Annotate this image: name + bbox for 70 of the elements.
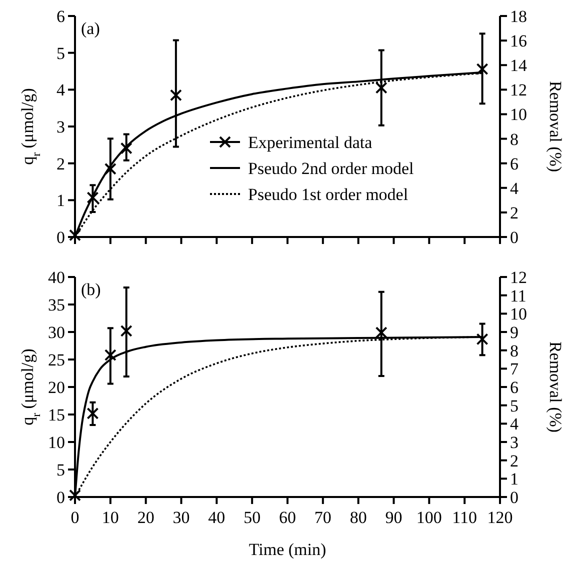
y2-tick-label: 12 (510, 268, 527, 287)
y2-tick-label: 8 (510, 130, 518, 149)
y2-tick-label: 7 (510, 360, 519, 379)
y2-tick-label: 18 (510, 7, 527, 26)
annotation: (a) (81, 19, 100, 38)
x-tick-label: 10 (102, 508, 119, 527)
x-tick-label: 80 (350, 508, 367, 527)
y-tick-label: 2 (56, 154, 65, 174)
y-tick-label: 5 (56, 460, 65, 480)
point (86, 407, 99, 420)
y2-tick-label: 0 (510, 228, 518, 247)
y-tick-label: 40 (48, 268, 65, 287)
point (86, 192, 99, 204)
y2-axis-title: Removal (%) (546, 341, 565, 433)
y2-tick-label: 14 (510, 56, 528, 76)
x-tick-label: 90 (385, 508, 402, 527)
y2-tick-label: 10 (510, 304, 527, 324)
y-tick-label: 0 (56, 488, 65, 507)
y2-tick-label: 4 (510, 178, 519, 198)
x-tick-label: 120 (487, 508, 513, 527)
y-tick-label: 5 (56, 44, 65, 63)
y2-tick-label: 11 (510, 286, 526, 306)
y-tick-label: 4 (56, 80, 66, 100)
x-axis-title: Time (min) (248, 540, 326, 559)
y-tick-label: 6 (56, 7, 65, 26)
y-tick-label: 20 (48, 378, 65, 397)
x-tick-label: 0 (70, 508, 80, 527)
y2-axis-title: Removal (%) (546, 80, 565, 172)
y2-tick-label: 12 (510, 80, 527, 100)
point (120, 142, 132, 154)
x-tick-label: 40 (208, 508, 226, 527)
y-tick-label: 3 (56, 118, 65, 136)
y2-tick-label: 0 (510, 488, 518, 507)
y-tick-label: 25 (48, 350, 65, 370)
x-tick-label: 110 (452, 508, 478, 527)
point (104, 162, 116, 175)
y2-tick-label: 6 (510, 154, 518, 174)
x-tick-label: 70 (314, 508, 332, 527)
x-tick-label: 50 (244, 508, 261, 527)
x-tick-label: 60 (279, 508, 296, 527)
legend-label: Pseudo 2nd order model (248, 159, 414, 178)
point (170, 89, 182, 102)
y2-tick-label: 9 (510, 323, 518, 342)
y2-tick-label: 2 (510, 203, 518, 222)
x-tick-label: 30 (172, 508, 190, 527)
y2-tick-label: 16 (510, 32, 527, 51)
legend-label: Experimental data (248, 133, 373, 152)
point (120, 324, 132, 337)
annotation: (b) (81, 280, 101, 299)
y2-tick-label: 3 (510, 433, 518, 452)
y-tick-label: 0 (56, 228, 65, 247)
y-tick-label: 1 (56, 191, 65, 210)
y2-tick-label: 2 (510, 451, 518, 470)
y2-tick-label: 10 (510, 105, 527, 124)
y2-tick-label: 6 (510, 378, 518, 397)
x-tick-label: 100 (416, 508, 442, 527)
point (476, 333, 488, 346)
y-tick-label: 15 (48, 406, 65, 424)
point (375, 82, 388, 94)
point (476, 63, 488, 76)
y-tick-label: 35 (48, 296, 65, 314)
x-tick-label: 20 (137, 508, 154, 527)
y2-tick-label: 8 (510, 341, 518, 360)
legend-label: Pseudo 1st order model (248, 185, 408, 204)
y-tick-label: 10 (48, 433, 65, 452)
y2-tick-label: 5 (510, 396, 518, 416)
point (104, 349, 116, 362)
y-tick-label: 30 (48, 323, 65, 342)
y2-tick-label: 1 (510, 470, 518, 489)
y2-tick-label: 4 (510, 414, 519, 434)
